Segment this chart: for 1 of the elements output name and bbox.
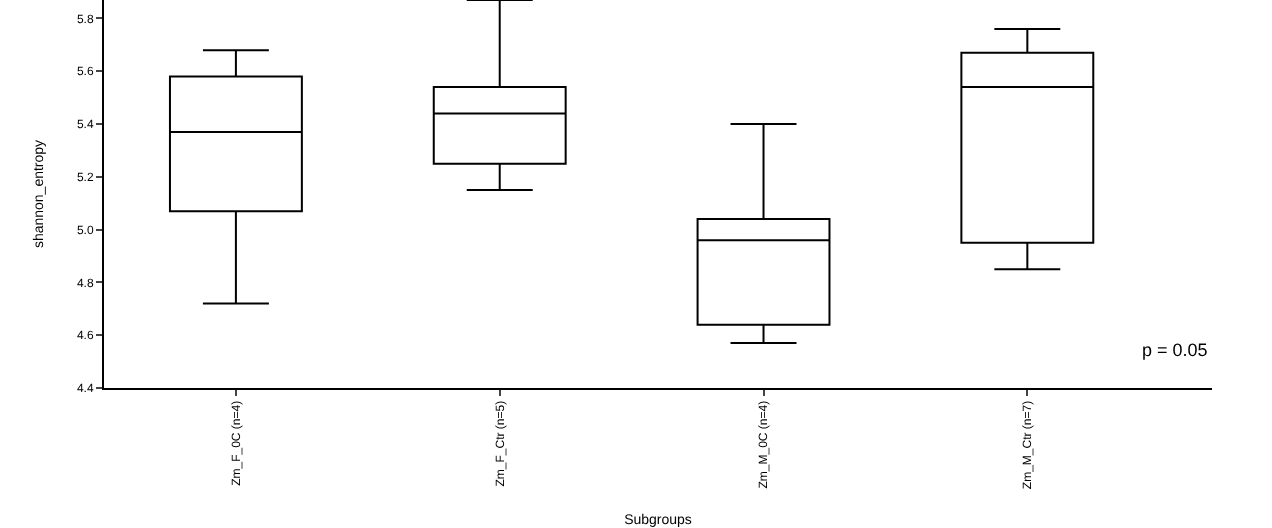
annotation: p = 0.05 — [1142, 340, 1208, 360]
